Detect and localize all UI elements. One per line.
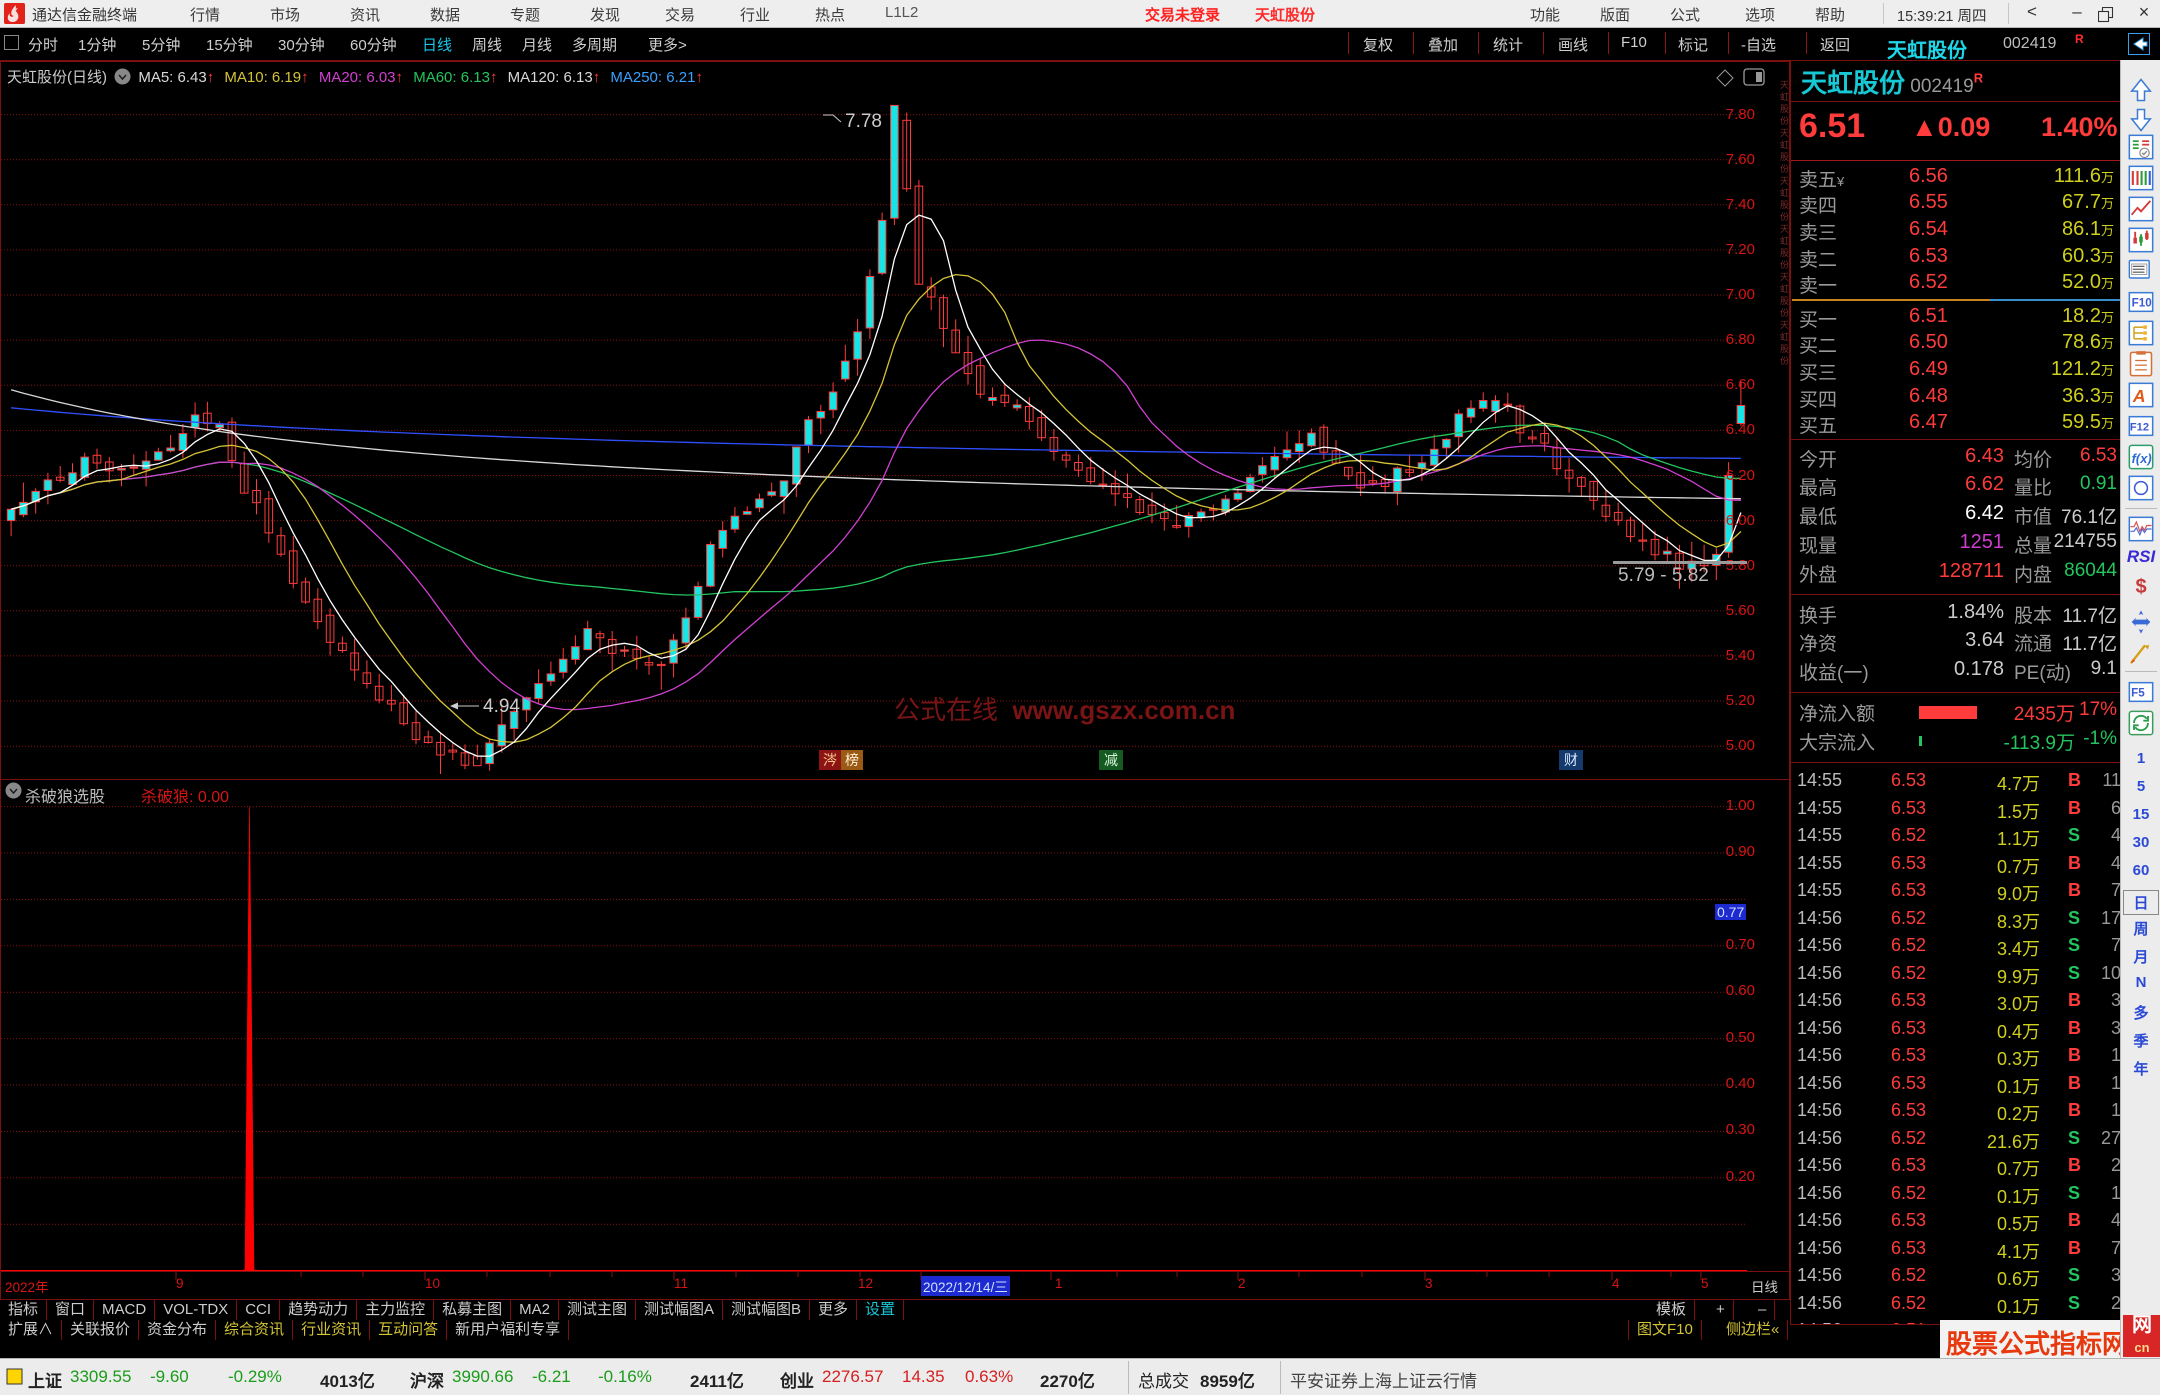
svg-text:f(x): f(x) (2132, 451, 2152, 466)
svg-text:F12: F12 (2130, 422, 2149, 434)
svg-text:A: A (2132, 386, 2146, 406)
svg-text:F5: F5 (2131, 687, 2145, 700)
svg-text:F10: F10 (2132, 297, 2152, 310)
svg-text:7.78: 7.78 (845, 111, 882, 132)
svg-text:4.94: 4.94 (483, 696, 520, 717)
